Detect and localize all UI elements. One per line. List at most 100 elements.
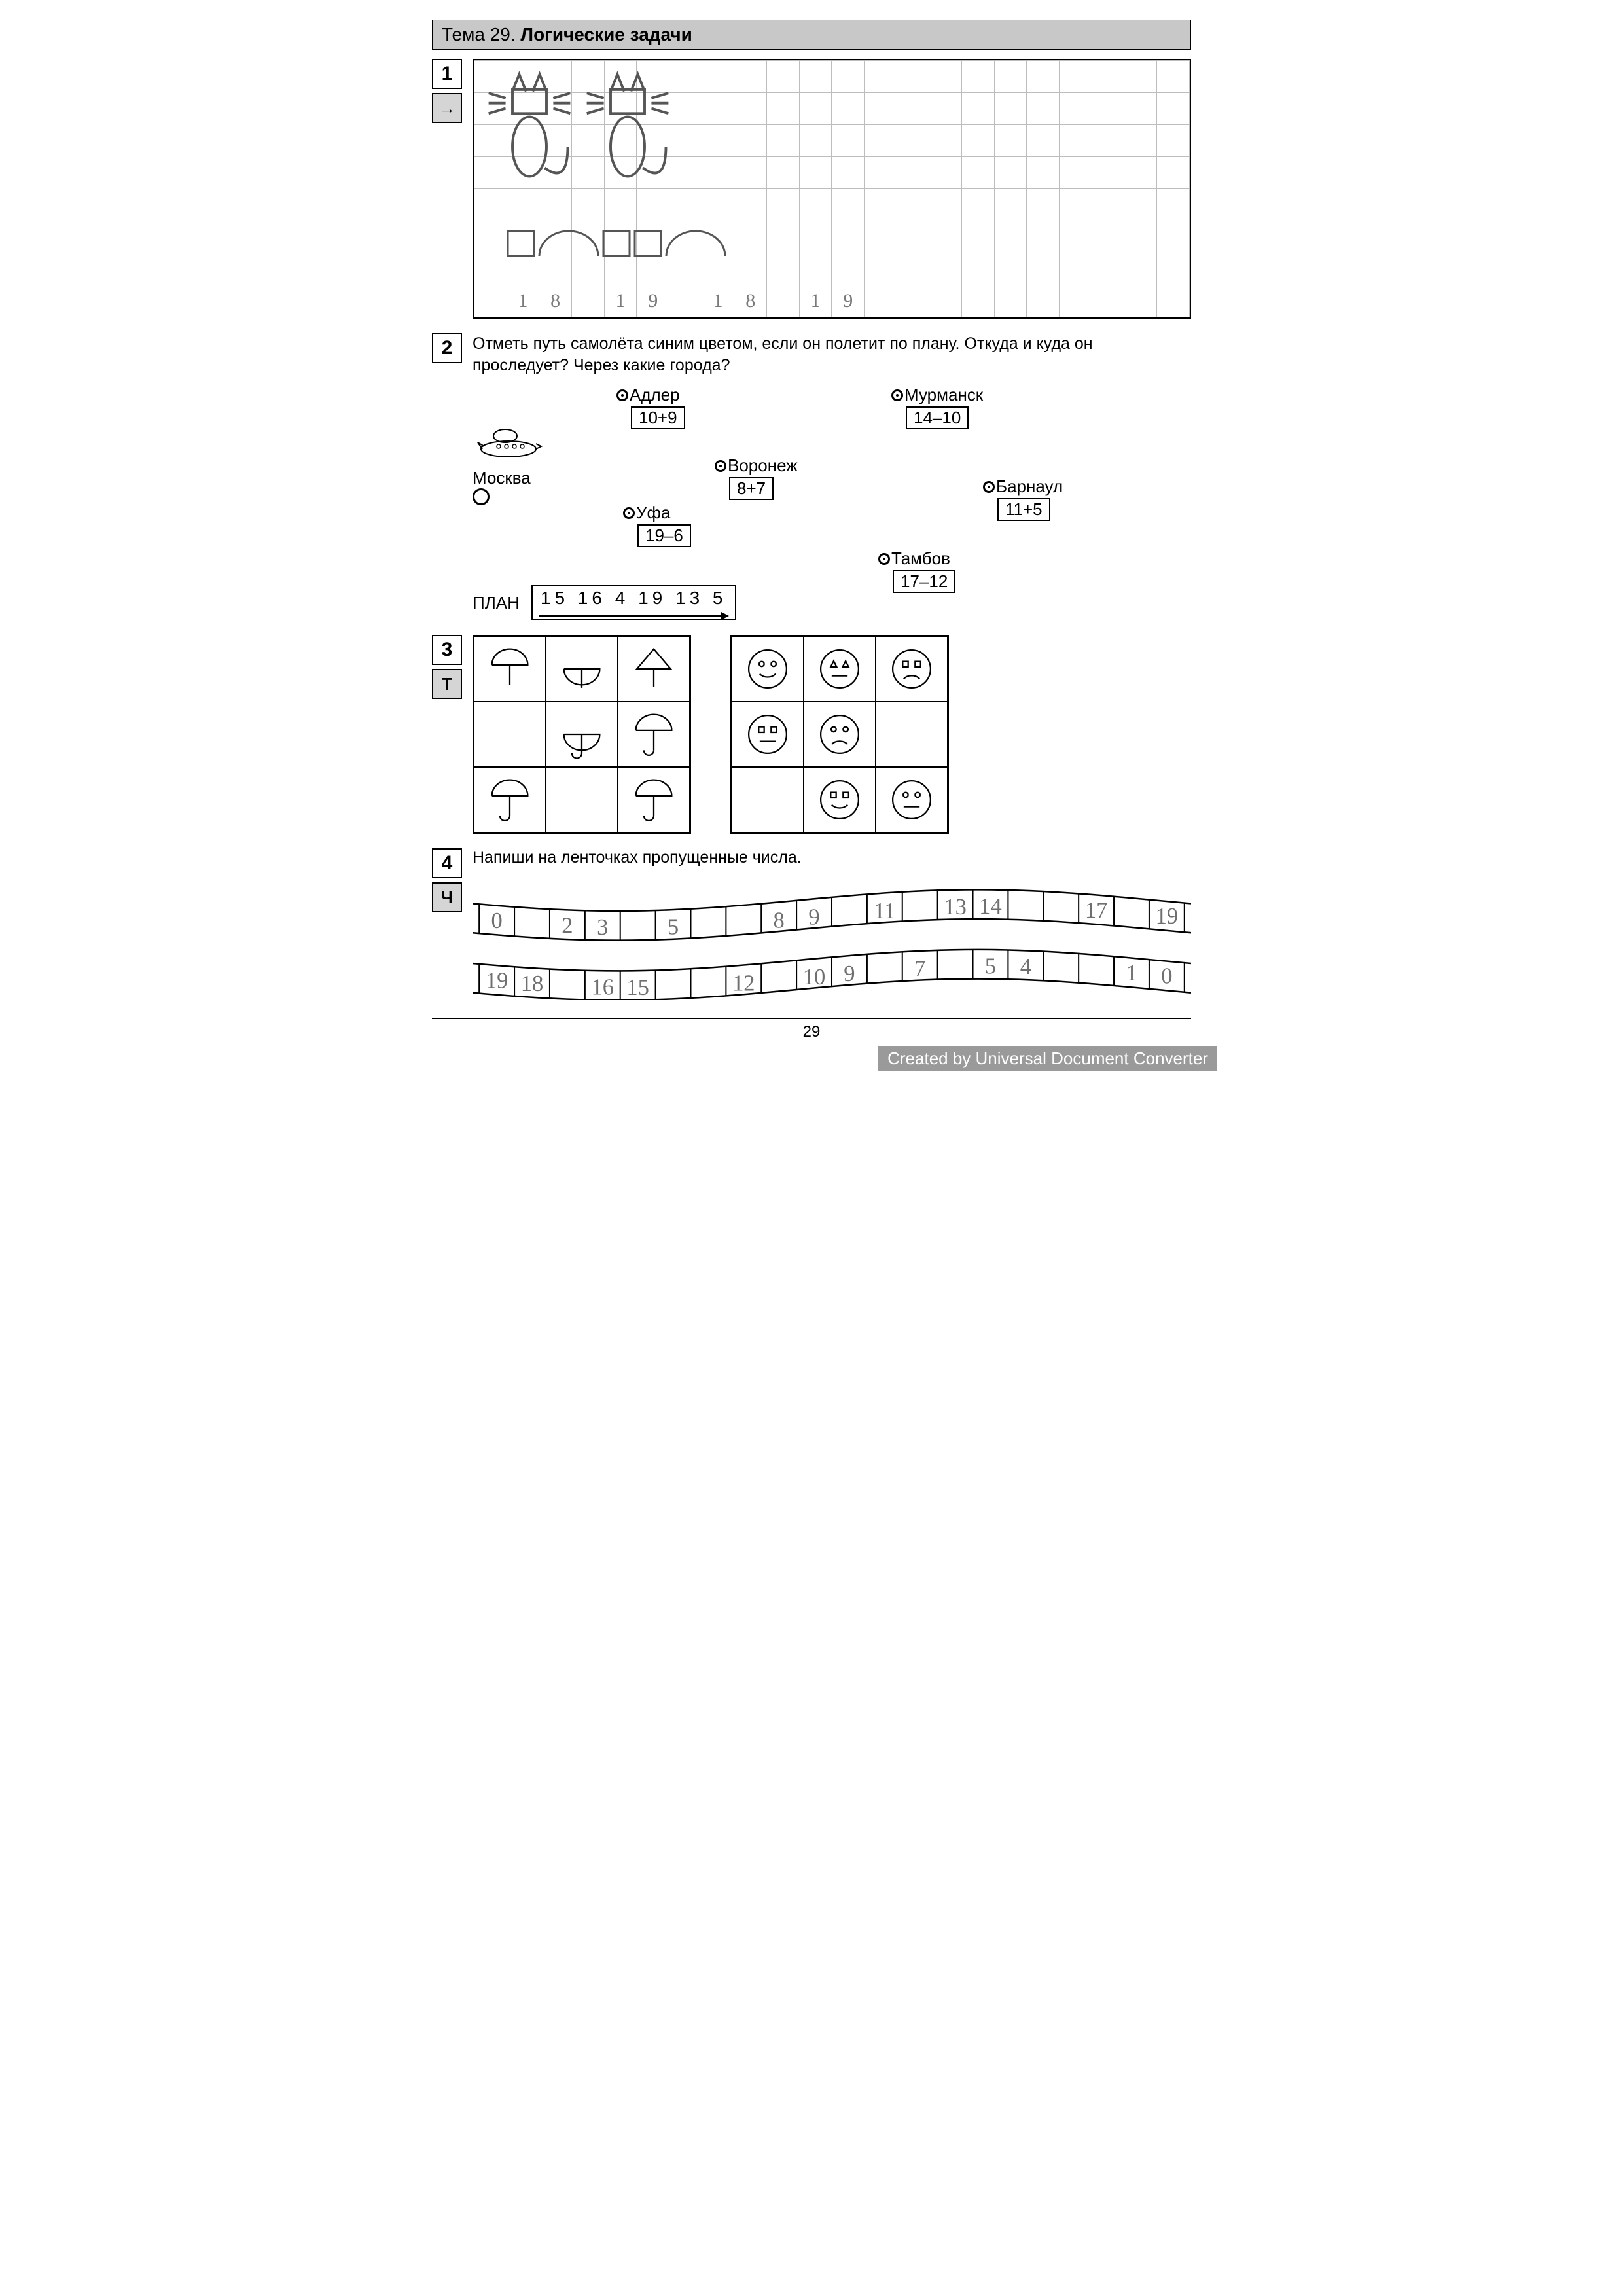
grid-cell <box>1092 61 1124 93</box>
ex1-number: 1 <box>432 59 462 89</box>
grid-cell <box>572 285 605 317</box>
grid-cell <box>962 157 995 189</box>
moscow-label: Москва <box>473 468 531 488</box>
svg-text:5: 5 <box>985 954 996 979</box>
grid-cell: 1 <box>799 285 832 317</box>
grid-cell <box>865 253 897 285</box>
umbrella-cell <box>618 767 690 833</box>
grid-cell: 8 <box>539 285 572 317</box>
umbrella-cell <box>546 636 618 702</box>
plan-row: ПЛАН 15 16 4 19 13 5 <box>473 585 736 620</box>
grid-cell <box>832 253 865 285</box>
grid-cell <box>1124 253 1157 285</box>
grid-cell <box>1060 285 1092 317</box>
grid-cell <box>702 61 734 93</box>
city-name: Мурманск <box>904 385 983 404</box>
grid-cell <box>1060 221 1092 253</box>
ex2-number: 2 <box>432 333 462 363</box>
svg-text:10: 10 <box>803 965 826 990</box>
umbrella-grid <box>473 635 691 834</box>
grid-cell <box>832 93 865 125</box>
page-number: 29 <box>432 1018 1191 1041</box>
grid-cell <box>669 125 702 157</box>
grid-cell <box>799 61 832 93</box>
face-grid <box>730 635 949 834</box>
grid-cell: 8 <box>734 285 767 317</box>
grid-cell <box>734 189 767 221</box>
face-cell <box>876 767 948 833</box>
city-dot-icon <box>878 553 890 565</box>
exercise-3: 3 Т <box>432 635 1191 834</box>
face-cell <box>804 636 876 702</box>
grid-cell <box>865 285 897 317</box>
grid-cell <box>474 221 507 253</box>
svg-text:8: 8 <box>774 908 785 933</box>
grid-cell <box>767 93 800 125</box>
svg-text:19: 19 <box>486 968 508 993</box>
grid-cell <box>1060 93 1092 125</box>
grid-cell <box>994 157 1027 189</box>
grid-cell <box>1157 189 1190 221</box>
grid-cell <box>962 253 995 285</box>
ex4-number: 4 <box>432 848 462 878</box>
city-name: Барнаул <box>996 476 1063 496</box>
grid-cell <box>994 189 1027 221</box>
grid-cell: 9 <box>637 285 669 317</box>
hollow-dot-icon <box>473 488 490 505</box>
svg-text:7: 7 <box>914 956 925 981</box>
svg-text:12: 12 <box>732 971 755 996</box>
grid-cell <box>669 189 702 221</box>
grid-cell <box>865 189 897 221</box>
grid-cell <box>1027 93 1060 125</box>
grid-cell <box>767 125 800 157</box>
topic-title: Логические задачи <box>520 24 692 45</box>
svg-text:2: 2 <box>562 914 573 939</box>
svg-text:16: 16 <box>592 975 615 999</box>
exercise-2: 2 Отметь путь самолёта синим цветом, есл… <box>432 333 1191 620</box>
city-Тамбов: Тамбов 17–12 <box>878 548 955 593</box>
grid-cell <box>1124 189 1157 221</box>
grid-cell <box>962 285 995 317</box>
grid-cell <box>1092 221 1124 253</box>
face-cell <box>804 702 876 767</box>
svg-text:4: 4 <box>1020 954 1031 979</box>
grid-cell <box>702 125 734 157</box>
grid-cell <box>994 221 1027 253</box>
grid-cell <box>929 285 962 317</box>
grid-cell <box>1092 285 1124 317</box>
city-expression: 8+7 <box>729 477 774 500</box>
ex3-number: 3 <box>432 635 462 665</box>
grid-cell <box>1124 221 1157 253</box>
svg-text:19: 19 <box>1156 904 1179 929</box>
arrow-icon: → <box>432 93 462 123</box>
city-Уфа: Уфа 19–6 <box>623 503 691 547</box>
svg-text:13: 13 <box>944 895 967 920</box>
grid-cell <box>734 93 767 125</box>
grid-cell <box>1157 221 1190 253</box>
grid-cell <box>962 221 995 253</box>
grid-cell <box>1124 125 1157 157</box>
face-cell <box>804 767 876 833</box>
cat-icon <box>585 64 670 198</box>
grid-cell <box>1060 189 1092 221</box>
grid-cell <box>1027 189 1060 221</box>
grid-cell <box>1027 157 1060 189</box>
grid-cell <box>897 253 929 285</box>
grid-cell <box>897 125 929 157</box>
umbrella-cell <box>618 702 690 767</box>
exercise-1: 1 → 18191819 <box>432 59 1191 319</box>
face-cell <box>732 702 804 767</box>
city-expression: 19–6 <box>637 524 691 547</box>
city-Адлер: Адлер 10+9 <box>616 385 685 429</box>
grid-cell <box>1027 221 1060 253</box>
grid-cell <box>799 93 832 125</box>
umbrella-cell <box>474 702 546 767</box>
grid-cell <box>832 189 865 221</box>
grid-cell <box>1157 157 1190 189</box>
city-dot-icon <box>891 389 903 401</box>
start-city: Москва <box>473 424 544 509</box>
grid-cell <box>702 93 734 125</box>
grid-cell <box>897 157 929 189</box>
grid-cell <box>865 221 897 253</box>
grid-cell <box>1157 285 1190 317</box>
